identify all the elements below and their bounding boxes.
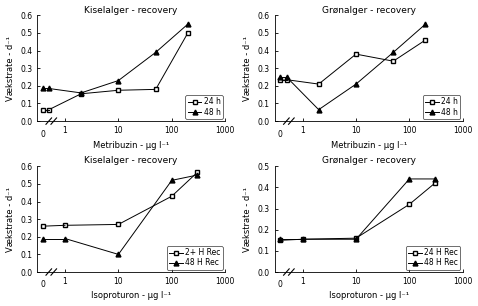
Legend: 24 h, 48 h: 24 h, 48 h <box>185 95 223 119</box>
Title: Kiselalger - recovery: Kiselalger - recovery <box>85 6 178 15</box>
Title: Grønalger - recovery: Grønalger - recovery <box>322 6 416 15</box>
2+ H Rec <box>195 170 200 174</box>
48 h <box>185 22 191 26</box>
24 h <box>185 31 191 35</box>
48 h <box>78 91 84 95</box>
48 H Rec <box>406 177 412 181</box>
48 H Rec <box>195 173 200 177</box>
24 H Rec <box>432 181 438 185</box>
48 h <box>316 108 322 111</box>
24 h <box>283 78 289 81</box>
X-axis label: Metribuzin - µg l⁻¹: Metribuzin - µg l⁻¹ <box>93 140 169 150</box>
48 H Rec <box>432 177 438 181</box>
Line: 2+ H Rec: 2+ H Rec <box>63 170 200 228</box>
Line: 48 h: 48 h <box>284 22 428 112</box>
Legend: 24 h, 48 h: 24 h, 48 h <box>423 95 460 119</box>
Y-axis label: Vækstrate - d⁻¹: Vækstrate - d⁻¹ <box>6 36 14 101</box>
48 H Rec <box>169 178 174 182</box>
24 h <box>78 92 84 95</box>
48 h <box>153 50 159 54</box>
24 H Rec <box>300 237 305 241</box>
Y-axis label: Vækstrate - d⁻¹: Vækstrate - d⁻¹ <box>243 187 252 252</box>
48 h <box>283 75 289 79</box>
X-axis label: Isoproturon - µg l⁻¹: Isoproturon - µg l⁻¹ <box>91 291 171 300</box>
Line: 24 H Rec: 24 H Rec <box>300 181 437 242</box>
48 h <box>423 22 428 26</box>
24 H Rec <box>406 203 412 206</box>
X-axis label: Isoproturon - µg l⁻¹: Isoproturon - µg l⁻¹ <box>329 291 409 300</box>
24 h <box>423 38 428 42</box>
24 h <box>153 88 159 91</box>
24 h <box>391 59 396 63</box>
Text: 0: 0 <box>278 129 282 139</box>
Legend: 24 H Rec, 48 H Rec: 24 H Rec, 48 H Rec <box>406 246 460 270</box>
48 H Rec <box>116 252 121 256</box>
Legend: 2+ H Rec, 48 H Rec: 2+ H Rec, 48 H Rec <box>167 246 223 270</box>
Line: 48 H Rec: 48 H Rec <box>63 173 200 257</box>
2+ H Rec <box>116 222 121 226</box>
48 h <box>46 87 52 90</box>
24 h <box>353 52 359 56</box>
Text: 0: 0 <box>40 281 45 289</box>
Text: 0: 0 <box>278 281 282 289</box>
48 h <box>391 50 396 54</box>
Line: 48 h: 48 h <box>46 22 190 95</box>
48 H Rec <box>300 237 305 241</box>
2+ H Rec <box>62 223 68 227</box>
48 H Rec <box>62 237 68 241</box>
24 h <box>116 88 121 92</box>
Line: 48 H Rec: 48 H Rec <box>300 177 437 242</box>
Line: 24 h: 24 h <box>284 38 428 87</box>
Title: Kiselalger - recovery: Kiselalger - recovery <box>85 156 178 166</box>
Title: Grønalger - recovery: Grønalger - recovery <box>322 156 416 166</box>
48 H Rec <box>353 237 359 241</box>
X-axis label: Metribuzin - µg l⁻¹: Metribuzin - µg l⁻¹ <box>331 140 407 150</box>
Text: 0: 0 <box>40 129 45 139</box>
48 h <box>353 82 359 86</box>
Y-axis label: Vækstrate - d⁻¹: Vækstrate - d⁻¹ <box>6 187 14 252</box>
48 h <box>116 79 121 82</box>
24 H Rec <box>353 236 359 240</box>
2+ H Rec <box>169 194 174 198</box>
Y-axis label: Vækstrate - d⁻¹: Vækstrate - d⁻¹ <box>243 36 252 101</box>
24 h <box>46 108 52 111</box>
Line: 24 h: 24 h <box>46 31 190 112</box>
24 h <box>316 82 322 86</box>
